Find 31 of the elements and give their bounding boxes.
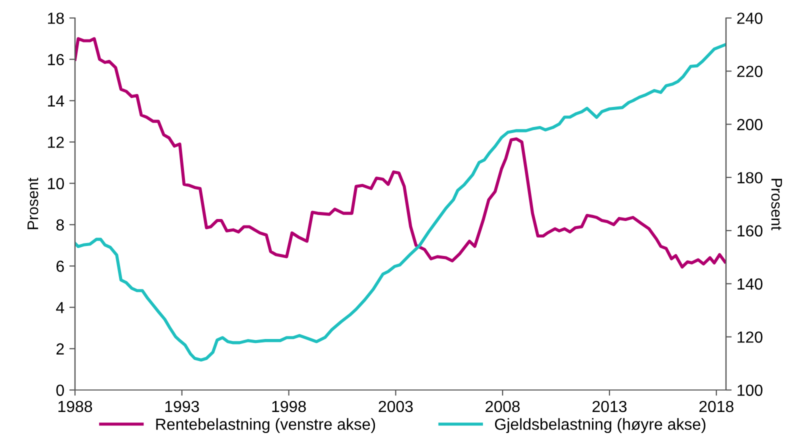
y2-tick-label: 100 (738, 384, 762, 396)
legend-label: Rentebelastning (venstre akse) (156, 418, 376, 434)
x-tick-label: 1993 (165, 400, 199, 412)
y2-tick-label: 240 (737, 12, 762, 24)
y-tick-label: 18 (48, 12, 64, 24)
x-tick-label: 1998 (272, 400, 306, 412)
y-tick-label: 16 (48, 54, 64, 66)
line-series (75, 43, 726, 362)
y-tick-label: 8 (56, 219, 64, 231)
y2-tick-label: 180 (738, 172, 762, 184)
y-tick-label: 6 (56, 260, 64, 272)
line-series (75, 37, 726, 269)
x-tick-label: 2003 (378, 400, 413, 412)
y2-tick-label: 200 (737, 118, 762, 130)
y-axis-title: Prosent (28, 178, 38, 230)
legend-label: Gjeldsbelastning (høyre akse) (495, 418, 706, 434)
x-tick-label: 1988 (58, 400, 92, 412)
y-tick-label: 4 (56, 302, 64, 314)
y-tick-label: 14 (48, 95, 64, 106)
y2-tick-label: 140 (738, 278, 762, 290)
y-tick-label: 12 (48, 136, 64, 148)
y2-tick-label: 120 (738, 331, 762, 343)
x-tick-label: 2018 (699, 400, 734, 412)
y2-axis-title: Prosent (771, 178, 782, 230)
x-tick-label: 2013 (592, 400, 627, 412)
y2-tick-label: 160 (738, 225, 762, 237)
x-tick-label: 2008 (486, 400, 520, 412)
y-tick-label: 0 (56, 384, 64, 396)
y2-tick-label: 220 (737, 66, 762, 78)
y-tick-label: 2 (56, 343, 64, 354)
y-tick-label: 10 (48, 178, 64, 190)
